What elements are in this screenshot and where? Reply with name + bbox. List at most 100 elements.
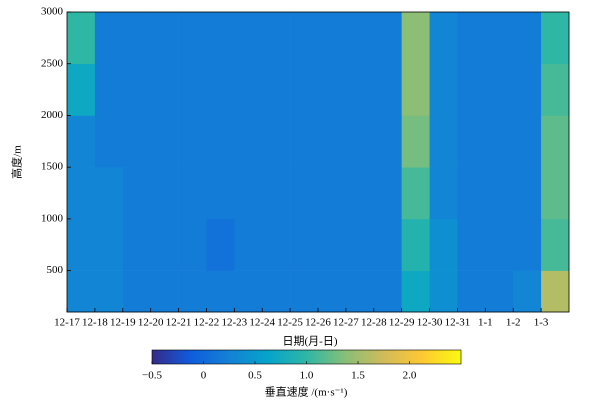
cell [67, 63, 96, 116]
cell [485, 167, 514, 220]
cell [485, 115, 514, 168]
cell [485, 63, 514, 116]
cell [290, 115, 319, 168]
x-tick-label: 1-2 [506, 317, 521, 329]
cell [290, 12, 319, 65]
x-tick-label: 12-27 [333, 317, 359, 329]
colorbar-tick-label: 1.5 [351, 370, 365, 382]
cell [485, 270, 514, 313]
cell [150, 115, 179, 168]
y-tick-label: 500 [47, 264, 64, 276]
cell [401, 115, 430, 168]
cell [234, 167, 263, 220]
cell [122, 12, 151, 65]
cell [513, 63, 542, 116]
cell [178, 12, 207, 65]
cell [234, 218, 263, 271]
cell [541, 270, 570, 313]
cell [206, 167, 235, 220]
cell [318, 218, 347, 271]
y-tick-label: 3000 [41, 6, 64, 18]
x-tick-label: 12-19 [110, 317, 136, 329]
cell [429, 63, 458, 116]
cell [485, 12, 514, 65]
cell [206, 270, 235, 313]
x-tick-label: 12-23 [221, 317, 247, 329]
cell [94, 12, 124, 65]
cell [373, 115, 402, 168]
colorbar-tick-label: 2.0 [403, 370, 417, 382]
cell [290, 270, 319, 313]
cell [373, 167, 402, 220]
x-tick-label: 12-26 [305, 317, 331, 329]
cell [234, 63, 263, 116]
cell [541, 63, 570, 116]
cell [290, 63, 319, 116]
cell [401, 167, 430, 220]
cell [122, 167, 151, 220]
cell [429, 218, 458, 271]
colorbar-tick-label: 0 [201, 370, 207, 382]
cell [262, 63, 291, 116]
cell [206, 63, 235, 116]
y-tick-label: 1000 [41, 212, 64, 224]
cell [67, 115, 96, 168]
cell [345, 63, 375, 116]
cell [67, 167, 96, 220]
cell [318, 63, 347, 116]
colorbar-tick-label: 0.5 [248, 370, 262, 382]
cell [262, 167, 291, 220]
cell [290, 218, 319, 271]
x-tick-label: 12-28 [361, 317, 387, 329]
cell [122, 115, 151, 168]
cell [513, 167, 542, 220]
cell [345, 218, 375, 271]
cell [178, 115, 207, 168]
cell [485, 218, 514, 271]
cell [150, 167, 179, 220]
cell [457, 63, 486, 116]
x-tick-label: 1-1 [478, 317, 493, 329]
x-tick-label: 12-31 [445, 317, 471, 329]
x-tick-label: 1-3 [534, 317, 549, 329]
cell [150, 270, 179, 313]
cell [429, 167, 458, 220]
cell [122, 218, 151, 271]
cell [178, 167, 207, 220]
cell [150, 218, 179, 271]
cell [67, 270, 96, 313]
x-tick-label: 12-30 [417, 317, 443, 329]
cell [373, 63, 402, 116]
heatmap [67, 12, 570, 313]
cell [541, 167, 570, 220]
cell [178, 63, 207, 116]
cell [429, 270, 458, 313]
cell [94, 218, 124, 271]
colorbar-label: 垂直速度 /(m·s⁻¹) [265, 385, 348, 399]
colorbar-tick-label: 1.0 [300, 370, 314, 382]
cell [150, 12, 179, 65]
cell [206, 115, 235, 168]
cell [457, 115, 486, 168]
cell [513, 218, 542, 271]
cell [318, 270, 347, 313]
cell [318, 167, 347, 220]
colorbar-tick-label: −0.5 [142, 370, 162, 382]
cell [401, 12, 430, 65]
x-tick-label: 12-20 [138, 317, 164, 329]
x-tick-label: 12-22 [194, 317, 220, 329]
cell [401, 218, 430, 271]
cell [457, 167, 486, 220]
y-tick-label: 2000 [41, 109, 64, 121]
cell [513, 115, 542, 168]
cell [513, 270, 542, 313]
cell [290, 167, 319, 220]
cell [345, 12, 375, 65]
cell [262, 218, 291, 271]
cell [318, 115, 347, 168]
cell [67, 218, 96, 271]
cell [429, 115, 458, 168]
cell [457, 12, 486, 65]
x-tick-label: 12-17 [54, 317, 80, 329]
